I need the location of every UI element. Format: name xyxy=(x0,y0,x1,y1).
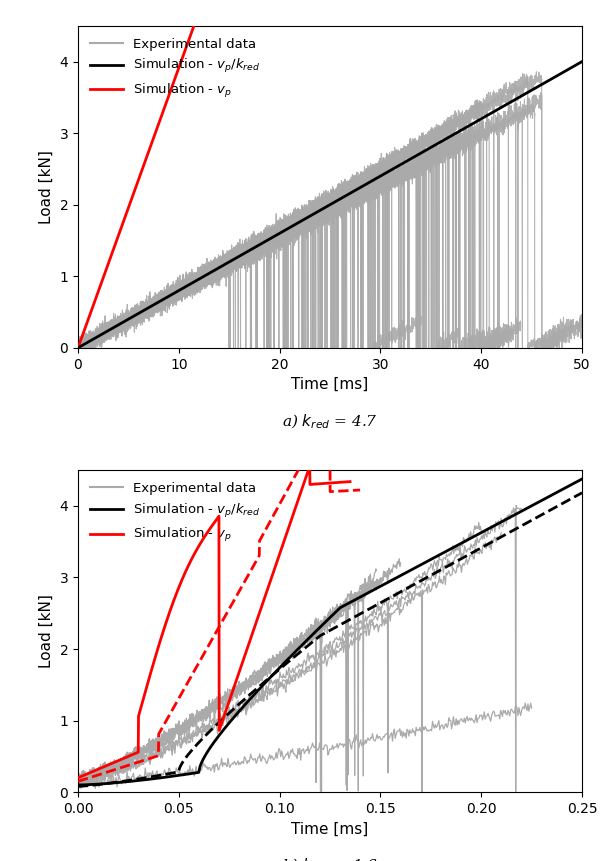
Y-axis label: Load [kN]: Load [kN] xyxy=(39,150,54,224)
Text: a) $k_{red}$ = 4.7: a) $k_{red}$ = 4.7 xyxy=(282,412,378,430)
Legend: Experimental data, Simulation - $v_p/k_{red}$, Simulation - $v_p$: Experimental data, Simulation - $v_p/k_{… xyxy=(85,33,266,105)
Y-axis label: Load [kN]: Load [kN] xyxy=(39,594,54,668)
X-axis label: Time [ms]: Time [ms] xyxy=(292,821,368,836)
Text: b) $k_{red}$ = 1.6: b) $k_{red}$ = 1.6 xyxy=(282,857,378,861)
Legend: Experimental data, Simulation - $v_p/k_{red}$, Simulation - $v_p$: Experimental data, Simulation - $v_p/k_{… xyxy=(85,477,266,549)
X-axis label: Time [ms]: Time [ms] xyxy=(292,377,368,392)
